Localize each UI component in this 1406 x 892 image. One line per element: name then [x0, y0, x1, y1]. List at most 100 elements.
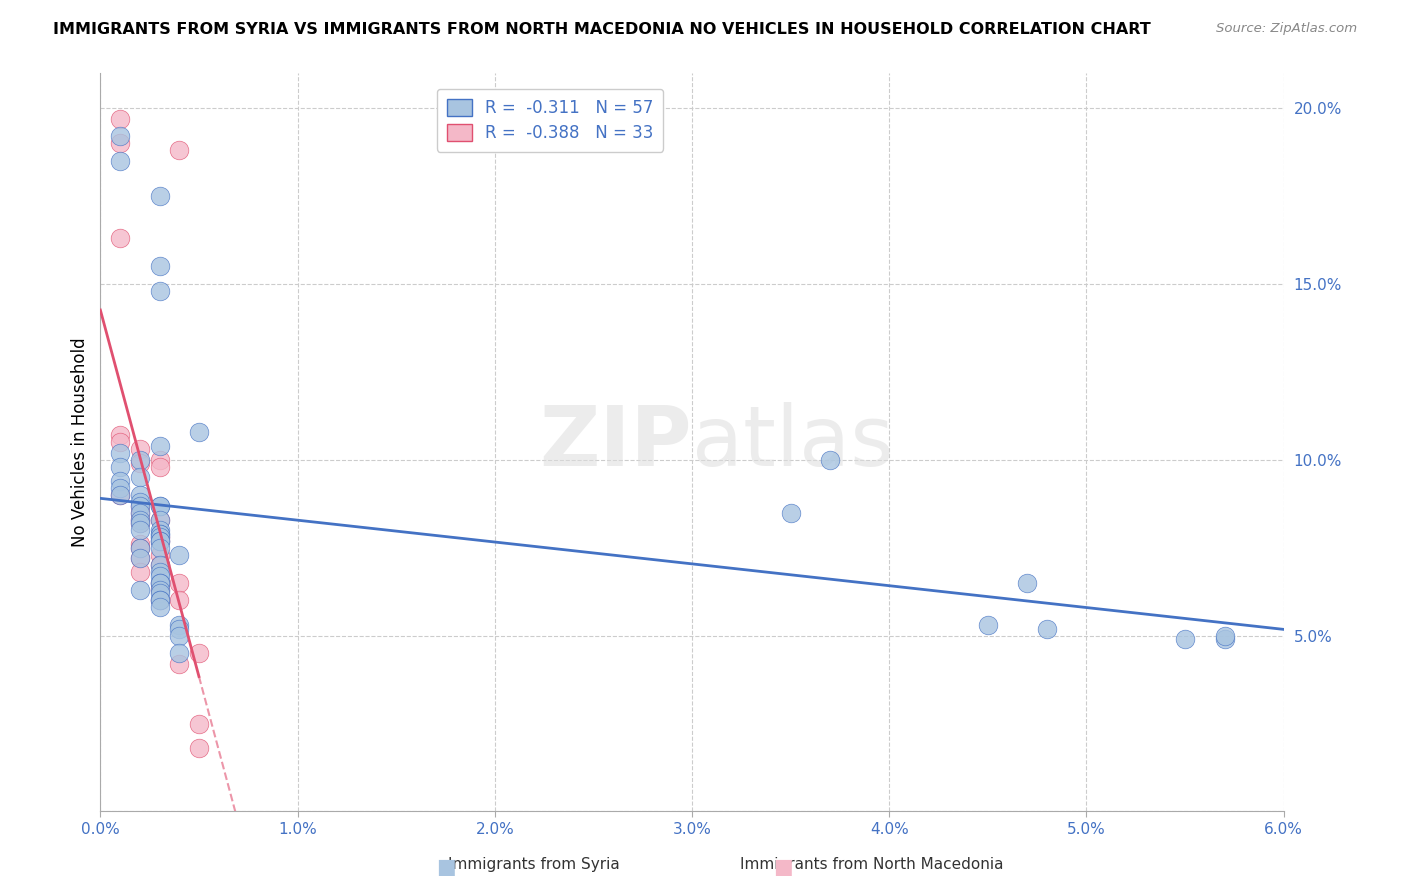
Text: ZIP: ZIP: [540, 401, 692, 483]
Point: [148, 189, 170, 203]
Point: [148, 600, 170, 615]
Point: [128, 495, 150, 509]
Point: [148, 558, 170, 573]
Point: [167, 657, 190, 671]
Y-axis label: No Vehicles in Household: No Vehicles in Household: [72, 337, 89, 547]
Point: [148, 533, 170, 548]
Point: [148, 575, 170, 590]
Point: [148, 541, 170, 555]
Point: [148, 586, 170, 600]
Point: [108, 446, 131, 460]
Text: Immigrants from Syria: Immigrants from Syria: [449, 857, 620, 872]
Point: [148, 452, 170, 467]
Text: IMMIGRANTS FROM SYRIA VS IMMIGRANTS FROM NORTH MACEDONIA NO VEHICLES IN HOUSEHOL: IMMIGRANTS FROM SYRIA VS IMMIGRANTS FROM…: [53, 22, 1152, 37]
Point: [148, 569, 170, 583]
Point: [188, 646, 211, 660]
Point: [128, 488, 150, 502]
Point: [128, 582, 150, 597]
Point: [108, 136, 131, 151]
Point: [128, 470, 150, 484]
Point: [128, 456, 150, 470]
Point: [977, 618, 1000, 632]
Point: [128, 523, 150, 537]
Point: [128, 512, 150, 526]
Point: [148, 523, 170, 537]
Point: [108, 488, 131, 502]
Point: [128, 512, 150, 526]
Point: [148, 593, 170, 607]
Point: [148, 499, 170, 513]
Point: [108, 481, 131, 495]
Point: [148, 526, 170, 541]
Point: [108, 474, 131, 488]
Point: [128, 499, 150, 513]
Point: [128, 506, 150, 520]
Point: [148, 526, 170, 541]
Point: [1174, 632, 1197, 647]
Point: [167, 622, 190, 636]
Point: [128, 516, 150, 530]
Text: atlas: atlas: [692, 401, 894, 483]
Point: [1213, 632, 1236, 647]
Point: [779, 506, 801, 520]
Point: [108, 129, 131, 144]
Point: [148, 533, 170, 548]
Point: [188, 741, 211, 756]
Point: [1213, 629, 1236, 643]
Point: [148, 512, 170, 526]
Point: [128, 537, 150, 551]
Point: [1036, 622, 1059, 636]
Point: [148, 582, 170, 597]
Point: [167, 144, 190, 158]
Text: ■: ■: [773, 857, 793, 877]
Point: [148, 558, 170, 573]
Point: [167, 575, 190, 590]
Point: [148, 499, 170, 513]
Point: [818, 452, 841, 467]
Point: [128, 516, 150, 530]
Point: [188, 716, 211, 731]
Point: [108, 231, 131, 245]
Point: [148, 530, 170, 544]
Text: Immigrants from North Macedonia: Immigrants from North Macedonia: [740, 857, 1004, 872]
Point: [148, 260, 170, 274]
Point: [148, 575, 170, 590]
Point: [148, 512, 170, 526]
Point: [128, 541, 150, 555]
Point: [148, 566, 170, 580]
Point: [108, 112, 131, 126]
Point: [148, 459, 170, 474]
Point: [108, 435, 131, 450]
Point: [167, 618, 190, 632]
Legend: R =  -0.311   N = 57, R =  -0.388   N = 33: R = -0.311 N = 57, R = -0.388 N = 33: [437, 88, 664, 152]
Text: ■: ■: [436, 857, 456, 877]
Point: [108, 488, 131, 502]
Point: [148, 548, 170, 562]
Point: [167, 548, 190, 562]
Point: [128, 506, 150, 520]
Point: [1017, 575, 1039, 590]
Point: [167, 593, 190, 607]
Point: [128, 452, 150, 467]
Point: [148, 533, 170, 548]
Point: [108, 153, 131, 168]
Point: [148, 439, 170, 453]
Point: [148, 582, 170, 597]
Point: [108, 428, 131, 442]
Point: [128, 551, 150, 566]
Point: [148, 575, 170, 590]
Point: [148, 284, 170, 298]
Point: [128, 442, 150, 457]
Point: [108, 459, 131, 474]
Point: [128, 541, 150, 555]
Text: Source: ZipAtlas.com: Source: ZipAtlas.com: [1216, 22, 1357, 36]
Point: [128, 566, 150, 580]
Point: [148, 593, 170, 607]
Point: [167, 646, 190, 660]
Point: [148, 593, 170, 607]
Point: [167, 629, 190, 643]
Point: [128, 499, 150, 513]
Point: [148, 530, 170, 544]
Point: [128, 551, 150, 566]
Point: [188, 425, 211, 439]
